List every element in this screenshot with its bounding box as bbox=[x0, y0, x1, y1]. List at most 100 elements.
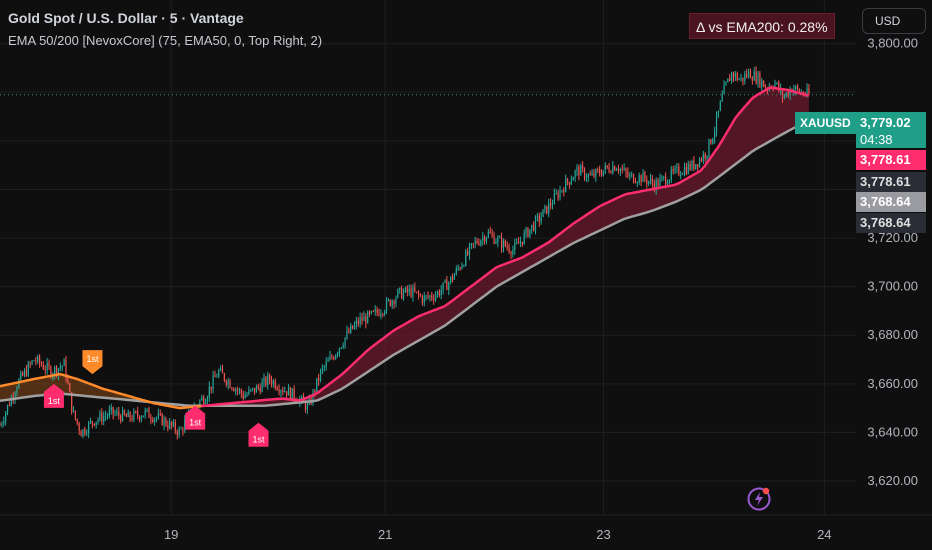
candle-body bbox=[110, 407, 112, 411]
candle-body bbox=[99, 412, 101, 420]
candle-body bbox=[106, 415, 109, 417]
candle-body bbox=[472, 243, 474, 245]
candle-body bbox=[37, 356, 39, 362]
candle-body bbox=[689, 163, 691, 170]
candle-body bbox=[129, 412, 131, 419]
price-tick-label: 3,720.00 bbox=[867, 230, 918, 245]
candle-body bbox=[704, 154, 706, 159]
candle-body bbox=[63, 359, 65, 366]
candle-body bbox=[731, 72, 733, 82]
candle-body bbox=[172, 422, 175, 426]
candle-body bbox=[795, 86, 797, 90]
candle-body bbox=[350, 325, 352, 333]
candle-body bbox=[695, 164, 697, 169]
candle-body bbox=[148, 408, 150, 418]
candle-body bbox=[404, 287, 407, 292]
candle-body bbox=[517, 242, 520, 244]
candle-body bbox=[370, 311, 373, 314]
candle-body bbox=[231, 387, 233, 389]
candle-body bbox=[274, 380, 276, 389]
candle-body bbox=[602, 170, 604, 176]
candle-body bbox=[393, 300, 395, 304]
candle-body bbox=[406, 287, 408, 293]
ema200-tag-secondary: 3,768.64 bbox=[856, 213, 926, 233]
signal-marker[interactable]: 1st bbox=[43, 383, 64, 408]
candle-body bbox=[599, 170, 601, 174]
candle-body bbox=[729, 78, 731, 82]
candle-body bbox=[480, 240, 482, 245]
candle-body bbox=[719, 101, 721, 111]
candle-body bbox=[553, 193, 555, 205]
candle-body bbox=[527, 228, 529, 237]
candle-body bbox=[568, 182, 571, 185]
candle-body bbox=[436, 291, 439, 296]
candle-body bbox=[727, 78, 729, 83]
candle-body bbox=[357, 320, 359, 324]
price-tick-label: 3,700.00 bbox=[867, 279, 918, 294]
candle-body bbox=[112, 407, 114, 415]
flash-alert-icon[interactable] bbox=[746, 486, 772, 512]
candle-body bbox=[500, 237, 503, 249]
candle-body bbox=[35, 360, 37, 362]
price-axis[interactable]: 3,620.00 3,640.00 3,660.00 3,680.00 3,700.00… bbox=[867, 36, 918, 488]
candle-body bbox=[534, 217, 537, 231]
candle-body bbox=[493, 234, 495, 244]
candle-body bbox=[572, 177, 574, 181]
candle-body bbox=[72, 410, 75, 412]
candle-body bbox=[265, 377, 267, 386]
candle-body bbox=[593, 173, 595, 177]
candle-body bbox=[221, 368, 224, 374]
candle-body bbox=[116, 411, 118, 414]
candle-body bbox=[259, 387, 261, 392]
candle-body bbox=[621, 168, 623, 170]
candle-body bbox=[693, 160, 695, 169]
candle-body bbox=[146, 408, 148, 411]
candle-body bbox=[355, 320, 357, 325]
candle-body bbox=[563, 190, 565, 193]
candle-body bbox=[706, 155, 708, 159]
candle-body bbox=[135, 411, 137, 413]
candle-body bbox=[570, 180, 572, 185]
candle-body bbox=[604, 165, 606, 171]
candle-body bbox=[465, 251, 467, 266]
candle-body bbox=[559, 190, 561, 198]
candle-body bbox=[223, 373, 225, 381]
candle-body bbox=[316, 378, 318, 393]
candle-body bbox=[451, 276, 454, 280]
candle-body bbox=[499, 237, 501, 239]
ema50-line-down bbox=[0, 372, 202, 410]
candle-body bbox=[227, 380, 229, 385]
candle-body bbox=[483, 236, 486, 242]
candle-body bbox=[38, 356, 41, 364]
signal-marker[interactable]: 1st bbox=[82, 350, 103, 375]
candle-body bbox=[255, 386, 258, 393]
candle-body bbox=[629, 174, 631, 177]
candle-body bbox=[23, 370, 26, 376]
candle-body bbox=[485, 237, 488, 242]
candle-body bbox=[42, 365, 44, 370]
candle-body bbox=[478, 243, 480, 245]
candle-body bbox=[625, 168, 627, 173]
candle-body bbox=[293, 388, 295, 399]
signal-marker[interactable]: 1st bbox=[248, 422, 269, 447]
candle-body bbox=[419, 294, 422, 297]
candle-body bbox=[753, 71, 755, 81]
grid bbox=[0, 0, 856, 515]
candle-body bbox=[666, 183, 669, 185]
currency-button[interactable]: USD bbox=[862, 8, 926, 34]
candle-body bbox=[670, 169, 672, 180]
candle-body bbox=[280, 390, 282, 393]
indicator-label[interactable]: EMA 50/200 [NevoxCore] (75, EMA50, 0, To… bbox=[8, 33, 323, 48]
candle-body bbox=[555, 193, 557, 195]
time-axis[interactable]: 19 21 23 24 bbox=[0, 514, 932, 542]
candle-body bbox=[157, 413, 159, 418]
ema-ribbon-down bbox=[0, 374, 202, 409]
candle-body bbox=[495, 242, 497, 244]
candle-body bbox=[668, 179, 670, 184]
candle-body bbox=[40, 363, 43, 366]
candle-body bbox=[416, 291, 418, 293]
signal-marker[interactable]: 1st bbox=[185, 405, 206, 430]
candle-body bbox=[321, 367, 324, 370]
candle-body bbox=[368, 311, 371, 314]
